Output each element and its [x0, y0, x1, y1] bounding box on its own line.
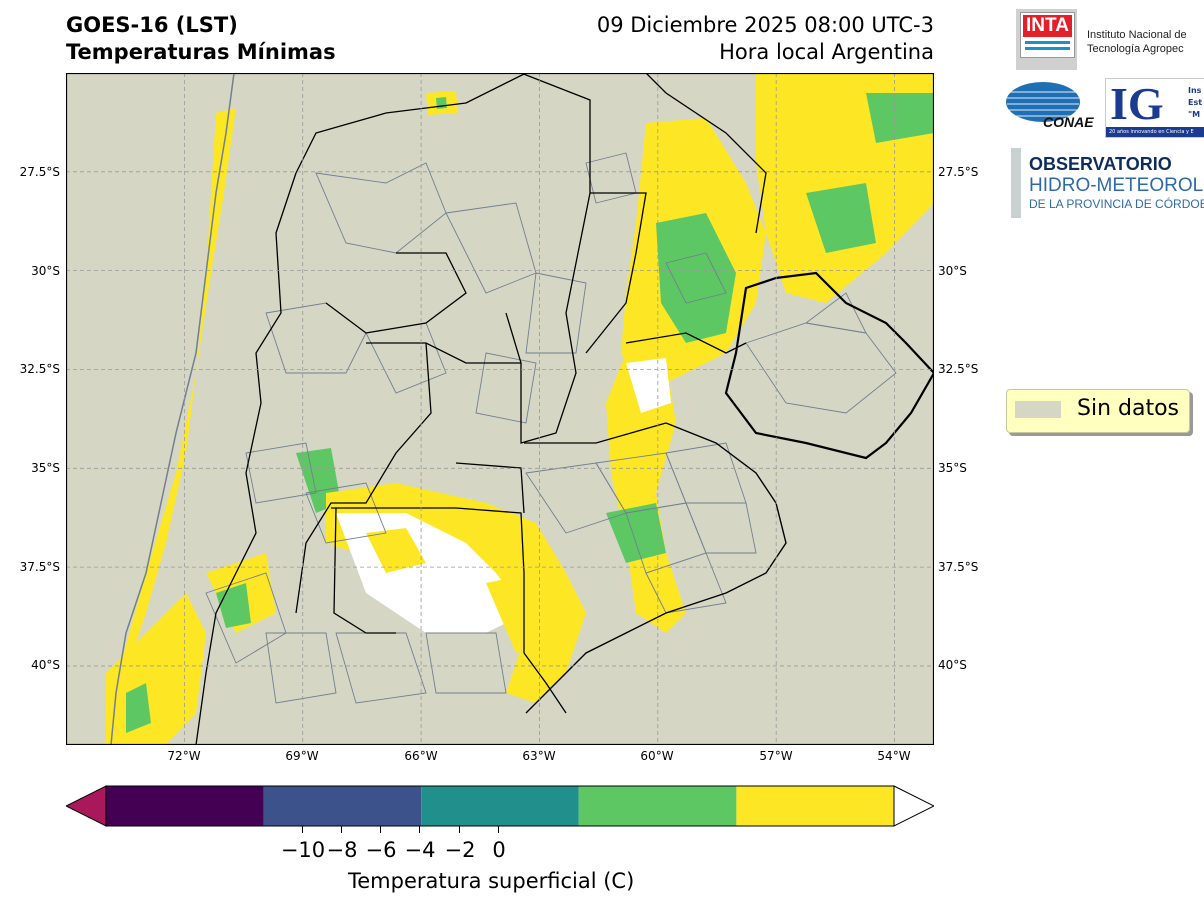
- title-line1: GOES-16 (LST): [66, 13, 238, 37]
- lon-label-69w: 69°W: [285, 749, 319, 763]
- colorbar-tick-label: −8: [326, 838, 358, 862]
- colorbar-label: Temperatura superficial (C): [348, 869, 635, 893]
- colorbar-bin: [263, 786, 422, 826]
- observatorio-logo: OBSERVATORIO HIDRO-METEOROLÓG DE LA PROV…: [1029, 153, 1204, 211]
- gridlines: [66, 73, 934, 745]
- map-canvas: [65, 72, 936, 746]
- conae-logo: CONAE: [1005, 80, 1094, 130]
- map-datetime: 09 Diciembre 2025 08:00 UTC-3 Hora local…: [597, 12, 934, 66]
- lat-label-left-30: 30°S: [31, 264, 60, 278]
- lon-label-63w: 63°W: [522, 749, 556, 763]
- lon-label-66w: 66°W: [404, 749, 438, 763]
- colorbar-bin: [736, 786, 894, 826]
- conae-wordmark: CONAE: [1043, 114, 1094, 130]
- lat-label-left-37-5: 37.5°S: [19, 560, 60, 574]
- political-boundaries: [110, 72, 936, 746]
- temperature-cells: [106, 73, 934, 745]
- colorbar-tick-label: −10: [280, 838, 326, 862]
- ig-small3: "M: [1188, 110, 1201, 119]
- colorbar-bin: [421, 786, 579, 826]
- colorbar-tick-label: −2: [444, 838, 476, 862]
- colorbar-canvas: [64, 785, 936, 827]
- lon-label-60w: 60°W: [640, 749, 674, 763]
- lon-label-54w: 54°W: [877, 749, 911, 763]
- inta-logo-inner: INTA: [1020, 12, 1075, 58]
- inta-caption: Instituto Nacional de Tecnología Agropec: [1087, 28, 1187, 56]
- lat-label-right-37-5: 37.5°S: [938, 560, 979, 574]
- colorbar-tick-mark: [419, 826, 420, 833]
- colorbar: [64, 785, 936, 827]
- ig-logo: IG Ins Est "M 20 años innovando en Cienc…: [1105, 78, 1204, 138]
- legend: Sin datos: [1006, 389, 1190, 433]
- obs-line1: OBSERVATORIO: [1029, 154, 1172, 174]
- inta-caption-line1: Instituto Nacional de: [1087, 29, 1187, 41]
- map-title: GOES-16 (LST) Temperaturas Mínimas: [66, 12, 336, 66]
- colorbar-tick-label: 0: [492, 838, 506, 862]
- lat-label-right-40: 40°S: [938, 658, 967, 672]
- lat-label-left-27-5: 27.5°S: [19, 165, 60, 179]
- lon-label-72w: 72°W: [167, 749, 201, 763]
- lat-label-left-40: 40°S: [31, 658, 60, 672]
- title-line2: Temperaturas Mínimas: [66, 40, 336, 64]
- date-line: 09 Diciembre 2025 08:00 UTC-3: [596, 13, 934, 37]
- lat-label-right-35: 35°S: [938, 461, 967, 475]
- ig-wordmark: IG: [1110, 78, 1164, 129]
- colorbar-tick-label: −6: [365, 838, 397, 862]
- obs-line3: DE LA PROVINCIA DE CÓRDOBA: [1029, 197, 1204, 211]
- timezone-line: Hora local Argentina: [719, 40, 934, 64]
- conae-globe-icon: [1006, 82, 1080, 122]
- colorbar-tick-mark: [341, 826, 342, 833]
- colorbar-tick-mark: [459, 826, 460, 833]
- ig-tagline: 20 años innovando en Ciencia y E: [1106, 127, 1204, 137]
- map-frame: [65, 72, 935, 746]
- inta-caption-line2: Tecnología Agropec: [1087, 43, 1184, 55]
- colorbar-outline: [105, 785, 895, 827]
- ig-small-text: Ins Est "M: [1188, 85, 1202, 121]
- inta-wordmark: INTA: [1023, 15, 1072, 37]
- colorbar-tick-mark: [498, 826, 499, 833]
- lat-label-right-27-5: 27.5°S: [938, 165, 979, 179]
- map-panel: [65, 72, 936, 746]
- colorbar-tick-mark: [380, 826, 381, 833]
- lon-label-57w: 57°W: [759, 749, 793, 763]
- lat-label-right-32-5: 32.5°S: [938, 362, 979, 376]
- observatorio-bar: [1011, 148, 1021, 218]
- ig-small2: Est: [1188, 98, 1203, 107]
- lat-label-left-35: 35°S: [31, 461, 60, 475]
- obs-line2: HIDRO-METEOROLÓG: [1029, 175, 1204, 196]
- colorbar-bin: [578, 786, 737, 826]
- colorbar-bin: [106, 786, 264, 826]
- colorbar-tick-mark: [302, 826, 303, 833]
- legend-label: Sin datos: [1077, 396, 1180, 421]
- no-data-swatch: [1015, 401, 1061, 418]
- ig-small1: Ins: [1188, 86, 1202, 95]
- colorbar-under-extension: [64, 785, 107, 827]
- lat-label-left-32-5: 32.5°S: [19, 362, 60, 376]
- lat-label-right-30: 30°S: [938, 264, 967, 278]
- colorbar-over-extension: [893, 785, 936, 827]
- colorbar-tick-label: −4: [404, 838, 436, 862]
